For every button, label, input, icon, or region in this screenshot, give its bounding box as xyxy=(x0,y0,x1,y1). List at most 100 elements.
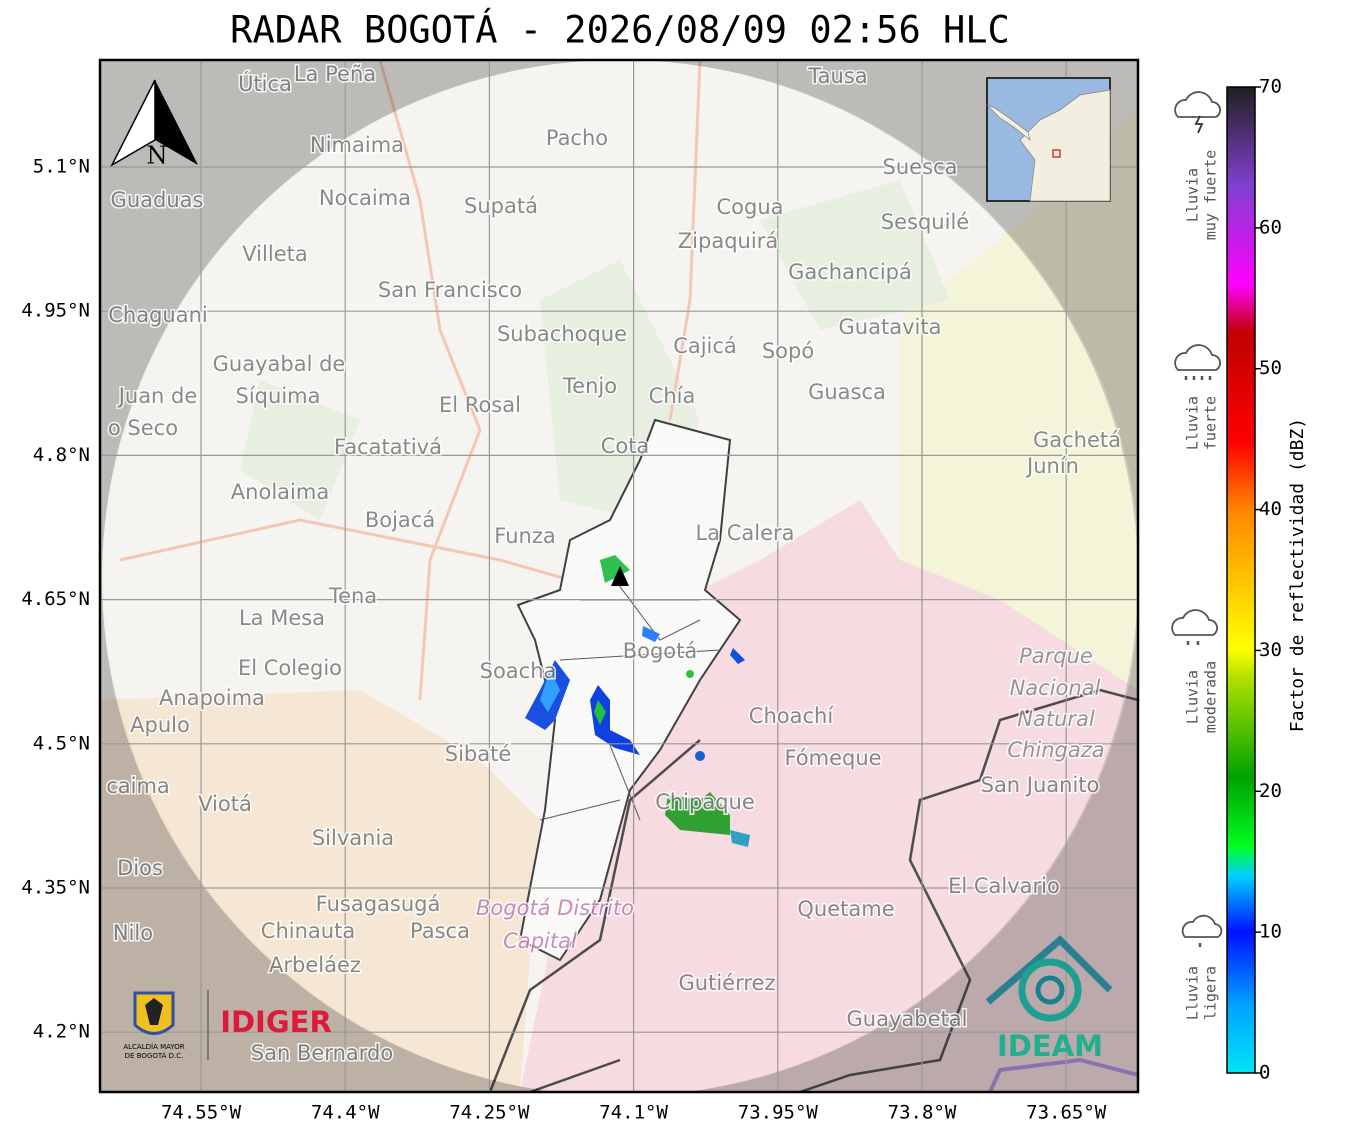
place-label: San Juanito xyxy=(981,773,1100,797)
place-label: Nilo xyxy=(113,921,153,945)
axis-labels: 5.1°N 4.95°N 4.8°N 4.65°N 4.5°N 4.35°N 4.2°N 74… xyxy=(21,156,1106,1124)
place-label: Apulo xyxy=(130,713,190,737)
place-label: Anapoima xyxy=(159,686,265,710)
place-label: Nocaima xyxy=(319,186,411,210)
lat-tick-label: 4.95°N xyxy=(21,300,90,322)
place-label: Chía xyxy=(649,384,696,408)
place-label: Chipaque xyxy=(655,790,755,814)
idiger-logo: IDIGER xyxy=(220,1005,332,1039)
place-label: Guatavita xyxy=(839,315,942,339)
place-label: Silvania xyxy=(312,826,394,850)
place-label: caima xyxy=(106,774,170,798)
lat-tick-label: 4.35°N xyxy=(21,877,90,899)
place-label: San Bernardo xyxy=(251,1041,393,1065)
place-label: Bojacá xyxy=(365,508,435,532)
place-label: Fusagasugá xyxy=(316,892,441,916)
place-label: Natural xyxy=(1017,707,1095,731)
place-label: Útica xyxy=(238,71,292,96)
lon-tick-label: 74.25°W xyxy=(449,1102,530,1124)
rain-label: Lluvia xyxy=(1184,168,1202,222)
colorbar-ticks: 0 10 20 30 40 50 60 70 xyxy=(1255,76,1282,1084)
lat-tick-label: 4.65°N xyxy=(21,588,90,610)
radar-site xyxy=(611,566,629,586)
rain-label: Lluvia xyxy=(1184,966,1202,1020)
place-label: Supatá xyxy=(464,194,538,218)
lon-tick-label: 74.4°W xyxy=(311,1102,380,1124)
lon-tick-label: 73.65°W xyxy=(1026,1102,1107,1124)
place-label: Guasca xyxy=(808,380,886,404)
place-label: Subachoque xyxy=(497,322,627,346)
place-label: Nacional xyxy=(1010,676,1101,700)
place-label: Guayabal de xyxy=(213,352,346,376)
place-label: Chingaza xyxy=(1007,738,1104,762)
colorbar-tick-label: 70 xyxy=(1259,76,1282,98)
rain-icons xyxy=(1171,91,1223,947)
colorbar-tick-label: 0 xyxy=(1259,1062,1270,1084)
colorbar-tick-label: 10 xyxy=(1259,921,1282,943)
alcaldia-text: ALCALDÍA MAYOR DE BOGOTÁ D.C. xyxy=(123,1042,184,1060)
place-label: Tausa xyxy=(807,64,867,88)
lon-tick-label: 74.1°W xyxy=(599,1102,668,1124)
place-label: Sibaté xyxy=(445,742,512,766)
colorbar-tick-label: 40 xyxy=(1259,498,1282,520)
lon-tick-label: 74.55°W xyxy=(161,1102,242,1124)
place-label: Guaduas xyxy=(111,188,204,212)
place-label: Bogotá Distrito xyxy=(476,896,634,920)
place-label: La Mesa xyxy=(239,606,325,630)
place-label: El Rosal xyxy=(439,393,521,417)
place-label: Parque xyxy=(1019,644,1093,668)
place-label: Quetame xyxy=(797,897,894,921)
rain-label: Lluvia xyxy=(1184,396,1202,450)
radar-echoes xyxy=(525,555,750,847)
place-label: Soacha xyxy=(480,659,557,683)
place-label: Zipaquirá xyxy=(678,229,778,253)
inset-map xyxy=(986,77,1111,202)
place-label: Bogotá xyxy=(623,639,698,663)
place-label: Junín xyxy=(1025,454,1079,478)
lat-tick-label: 5.1°N xyxy=(33,156,90,178)
map-frame xyxy=(98,58,1140,1094)
place-label: La Peña xyxy=(294,62,376,86)
north-arrow: N xyxy=(110,79,198,170)
place-label: Fómeque xyxy=(784,746,881,770)
place-label: Gachetá xyxy=(1033,428,1121,452)
lat-tick-label: 4.2°N xyxy=(33,1021,90,1043)
place-label: Cogua xyxy=(716,195,783,219)
rain-label: ligera xyxy=(1202,966,1220,1020)
rain-label: Lluvia xyxy=(1184,670,1202,724)
place-label: Choachí xyxy=(749,704,835,728)
place-label: Chaguani xyxy=(108,303,208,327)
place-label: Suesca xyxy=(883,155,958,179)
rain-label: muy fuerte xyxy=(1202,150,1220,240)
colorbar-tick-label: 60 xyxy=(1259,216,1282,238)
title: RADAR BOGOTÁ - 2026/08/09 02:56 HLC xyxy=(230,8,1010,52)
lat-tick-label: 4.5°N xyxy=(33,732,90,754)
place-label: Chinauta xyxy=(261,919,355,943)
place-label: Gutiérrez xyxy=(679,971,776,995)
place-label: Guayabetal xyxy=(847,1007,968,1031)
place-label: Pasca xyxy=(410,919,470,943)
north-label: N xyxy=(147,142,168,170)
place-label: Sopó xyxy=(762,339,814,363)
colorbar-tick-label: 20 xyxy=(1259,780,1282,802)
place-label: Síquima xyxy=(236,384,321,408)
place-label: Sesquilé xyxy=(881,210,969,234)
place-label: Capital xyxy=(503,929,577,953)
place-label: Pacho xyxy=(546,126,608,150)
place-label: Tenjo xyxy=(562,374,617,398)
place-label: Cajicá xyxy=(673,334,737,358)
place-label: Anolaima xyxy=(231,480,329,504)
place-label: El Calvario xyxy=(948,874,1060,898)
place-label: o Seco xyxy=(108,416,178,440)
place-label: Viotá xyxy=(198,792,252,816)
colorbar xyxy=(1226,86,1256,1074)
lon-tick-label: 73.95°W xyxy=(738,1102,819,1124)
colorbar-label: Factor de reflectividad (dBZ) xyxy=(1287,418,1308,732)
colorbar-tick-label: 50 xyxy=(1259,357,1282,379)
place-label: Villeta xyxy=(242,242,307,266)
place-label: Juan de xyxy=(117,384,198,408)
